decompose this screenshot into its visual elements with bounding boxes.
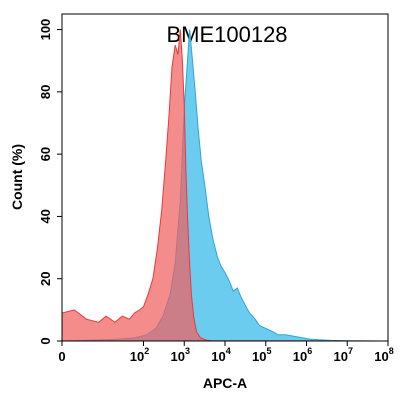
y-tick-label: 40 xyxy=(38,209,53,223)
y-tick-label: 20 xyxy=(38,271,53,285)
y-axis: 0 20 40 60 80 100 xyxy=(38,19,62,345)
x-tick-label: 108 xyxy=(374,346,393,364)
y-tick-label: 0 xyxy=(38,337,53,344)
x-tick-label: 103 xyxy=(171,346,190,364)
chart-title: BME100128 xyxy=(166,22,287,47)
histogram-series-1 xyxy=(61,29,389,342)
y-tick-label: 80 xyxy=(38,85,53,99)
y-tick-label: 60 xyxy=(38,147,53,161)
x-tick-label: 102 xyxy=(130,346,149,364)
x-tick-label: 106 xyxy=(293,346,312,364)
histogram-series-2 xyxy=(61,29,389,342)
x-axis: 0 102 103 104 105 106 107 108 xyxy=(58,341,394,364)
plot-area xyxy=(61,29,389,342)
x-tick-label: 104 xyxy=(211,346,230,364)
x-tick-label: 0 xyxy=(58,349,65,364)
x-axis-label: APC-A xyxy=(203,375,247,391)
x-tick-label: 105 xyxy=(252,346,271,364)
x-tick-label: 107 xyxy=(334,346,353,364)
y-tick-label: 100 xyxy=(38,19,53,41)
y-axis-label: Count (%) xyxy=(9,144,25,210)
